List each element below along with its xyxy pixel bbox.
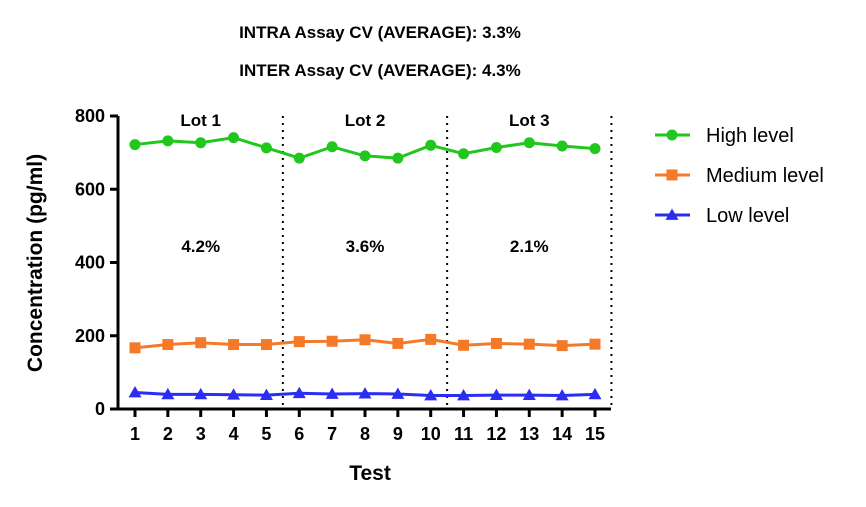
low-level-point [391,387,405,399]
low-level-point [457,388,471,401]
high-level-point [359,150,371,162]
y-tick-label: 0 [95,399,105,419]
lot-label: Lot 2 [345,111,386,130]
medium-level-point [162,339,174,351]
legend-high-level-marker [666,129,678,141]
x-tick-label: 2 [163,424,173,444]
low-level-point [489,388,503,400]
legend-medium-level-label: Medium level [706,165,824,187]
high-level-point [589,143,601,155]
x-tick-label: 12 [486,424,506,444]
lot-label: Lot 1 [180,111,221,130]
low-level-point [555,388,569,401]
x-axis-title: Test [349,462,391,485]
low-level-point [194,387,208,400]
x-tick-label: 6 [294,424,304,444]
x-tick-label: 15 [585,424,605,444]
high-level-point [425,139,437,151]
high-level-point [556,140,568,152]
x-tick-label: 4 [229,424,239,444]
low-level-point [259,388,273,400]
high-level-point [129,139,141,151]
high-level-point [458,148,470,160]
low-level-point [588,387,602,400]
high-level-point [523,137,535,149]
x-tick-label: 10 [421,424,441,444]
medium-level-point [458,339,470,351]
medium-level-point [556,340,568,352]
x-tick-label: 9 [393,424,403,444]
medium-level-point [392,337,404,349]
lot-cv-annotation: 2.1% [510,237,549,256]
y-axis-title: Concentration (pg/ml) [24,154,47,372]
low-level-point [227,388,241,400]
high-level-point [293,152,305,164]
high-level-point [260,142,272,154]
x-tick-label: 14 [552,424,572,444]
high-level-point [490,141,502,153]
low-level-point [522,388,536,400]
legend-low-level-marker [665,208,679,220]
legend: High level Medium level Low level [655,125,824,227]
medium-level-point [129,342,141,354]
y-tick-label: 400 [75,253,105,273]
chart-header-inter: INTER Assay CV (AVERAGE): 4.3% [239,61,521,80]
chart-header-intra: INTRA Assay CV (AVERAGE): 3.3% [239,23,521,42]
medium-level-point [589,338,601,350]
low-level-point [424,388,438,401]
medium-level-point [490,337,502,349]
high-level-point [162,135,174,147]
x-tick-label: 3 [196,424,206,444]
x-tick-label: 13 [519,424,539,444]
low-level-point [128,386,142,398]
medium-level-point [195,337,207,349]
low-level-point [292,386,306,399]
medium-level-point [293,336,305,348]
low-level-point [161,387,175,400]
legend-medium-level-marker [666,169,678,181]
medium-level-point [359,334,371,346]
y-tick-label: 800 [75,106,105,126]
y-tick-label: 600 [75,179,105,199]
medium-level-point [326,335,338,347]
x-tick-label: 7 [327,424,337,444]
y-tick-label: 200 [75,326,105,346]
high-level-point [195,137,207,149]
lot-cv-annotation: 3.6% [346,237,385,256]
high-level-point [228,132,240,144]
low-level-point [358,387,372,399]
medium-level-point [260,339,272,351]
medium-level-point [228,339,240,351]
x-tick-label: 11 [454,424,473,444]
medium-level-point [523,338,535,350]
legend-low-level-label: Low level [706,205,789,227]
x-tick-label: 5 [261,424,271,444]
x-tick-label: 8 [360,424,370,444]
high-level-point [326,141,338,153]
low-level-point [325,387,339,399]
lot-label: Lot 3 [509,111,550,130]
high-level-point [392,152,404,164]
medium-level-point [425,333,437,345]
legend-high-level-label: High level [706,125,794,147]
x-tick-label: 1 [130,424,140,444]
lot-cv-annotation: 4.2% [181,237,220,256]
